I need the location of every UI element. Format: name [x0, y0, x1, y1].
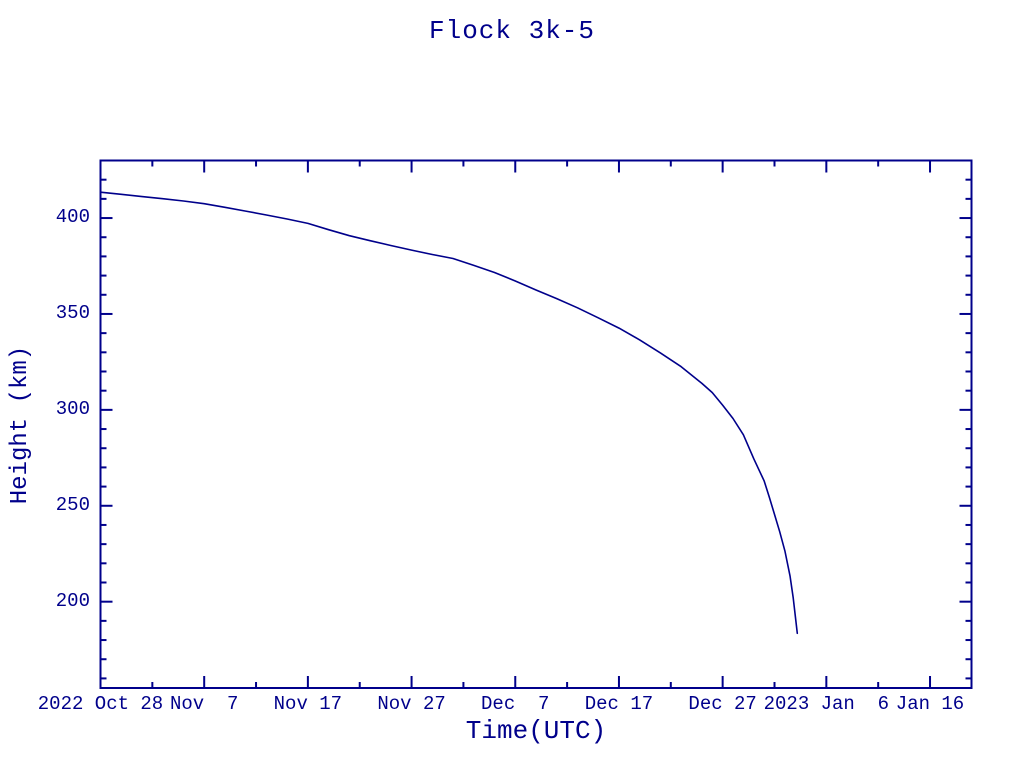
x-tick-label: Jan 16 — [895, 693, 965, 715]
y-axis-title: Height (km) — [7, 345, 34, 505]
x-axis-title: Time(UTC) — [465, 716, 607, 746]
x-tick-label: Dec 17 — [584, 693, 654, 715]
x-tick-label: Nov 17 — [273, 693, 343, 715]
plot-frame — [99, 159, 973, 689]
y-tick-label: 300 — [55, 397, 90, 420]
x-tick-label: 2023 Jan 6 — [763, 693, 890, 715]
chart-title: Flock 3k-5 — [428, 16, 596, 46]
y-tick-label: 400 — [55, 206, 90, 229]
axis-ticks — [99, 160, 972, 688]
x-tick-label: Nov 27 — [377, 693, 446, 715]
x-tick-label: Dec 27 — [688, 693, 757, 715]
x-tick-label: 2022 Oct 28 — [37, 693, 164, 715]
y-tick-label: 250 — [55, 493, 90, 516]
decay-curve — [99, 191, 799, 635]
x-tick-label: Nov 7 — [169, 693, 239, 715]
y-tick-label: 200 — [55, 589, 90, 612]
y-tick-label: 350 — [55, 301, 90, 324]
x-tick-label: Dec 7 — [481, 693, 550, 715]
